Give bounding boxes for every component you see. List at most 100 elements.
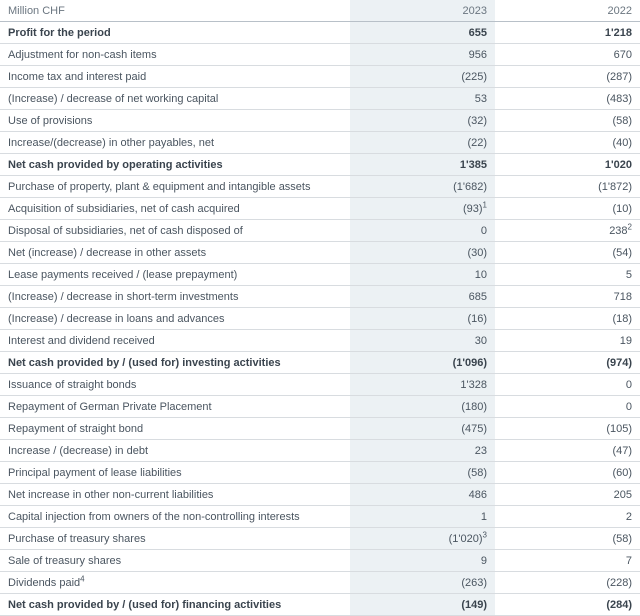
row-value-2022: 670	[495, 44, 640, 66]
row-label: Sale of treasury shares	[0, 550, 350, 572]
row-value-2023: (1'020)3	[350, 528, 495, 550]
row-label: Repayment of German Private Placement	[0, 396, 350, 418]
table-header-row: Million CHF20232022	[0, 0, 640, 22]
table-row: Sale of treasury shares97	[0, 550, 640, 572]
row-value-2022: 5	[495, 264, 640, 286]
row-value-2022: (1'872)	[495, 176, 640, 198]
row-value-2022: (58)	[495, 528, 640, 550]
row-value-2022: 7	[495, 550, 640, 572]
table-row: Increase/(decrease) in other payables, n…	[0, 132, 640, 154]
table-row: Repayment of German Private Placement(18…	[0, 396, 640, 418]
row-value-2022: 205	[495, 484, 640, 506]
table-row: Capital injection from owners of the non…	[0, 506, 640, 528]
table-row: Issuance of straight bonds1'3280	[0, 374, 640, 396]
header-unit: Million CHF	[0, 0, 350, 22]
row-label: Repayment of straight bond	[0, 418, 350, 440]
row-label: Increase/(decrease) in other payables, n…	[0, 132, 350, 154]
row-value-2023: (93)1	[350, 198, 495, 220]
table-row: Disposal of subsidiaries, net of cash di…	[0, 220, 640, 242]
row-value-2022: (54)	[495, 242, 640, 264]
row-value-2023: 1	[350, 506, 495, 528]
row-value-2023: 30	[350, 330, 495, 352]
table-row: (Increase) / decrease in short-term inve…	[0, 286, 640, 308]
table-row: Net cash provided by operating activitie…	[0, 154, 640, 176]
row-label: Purchase of property, plant & equipment …	[0, 176, 350, 198]
row-value-2023: 9	[350, 550, 495, 572]
row-value-2023: (149)	[350, 594, 495, 616]
row-value-2023: (263)	[350, 572, 495, 594]
row-label: Net cash provided by / (used for) invest…	[0, 352, 350, 374]
row-value-2023: (1'682)	[350, 176, 495, 198]
table-row: Profit for the period6551'218	[0, 22, 640, 44]
table-row: Use of provisions(32)(58)	[0, 110, 640, 132]
table-row: Repayment of straight bond(475)(105)	[0, 418, 640, 440]
table-row: Net increase in other non-current liabil…	[0, 484, 640, 506]
row-label: (Increase) / decrease in short-term inve…	[0, 286, 350, 308]
row-label: Use of provisions	[0, 110, 350, 132]
row-value-2023: 956	[350, 44, 495, 66]
row-value-2022: 0	[495, 374, 640, 396]
row-value-2022: (18)	[495, 308, 640, 330]
row-value-2022: (284)	[495, 594, 640, 616]
row-label: Purchase of treasury shares	[0, 528, 350, 550]
row-value-2022: (483)	[495, 88, 640, 110]
row-label: Profit for the period	[0, 22, 350, 44]
row-value-2022: 1'218	[495, 22, 640, 44]
row-value-2023: 53	[350, 88, 495, 110]
row-label: Increase / (decrease) in debt	[0, 440, 350, 462]
table-row: Net cash provided by / (used for) financ…	[0, 594, 640, 616]
table-row: Dividends paid4(263)(228)	[0, 572, 640, 594]
row-value-2022: 1'020	[495, 154, 640, 176]
row-value-2022: (974)	[495, 352, 640, 374]
row-value-2022: (47)	[495, 440, 640, 462]
row-label: Issuance of straight bonds	[0, 374, 350, 396]
row-value-2023: (180)	[350, 396, 495, 418]
row-value-2023: 685	[350, 286, 495, 308]
row-label: Net (increase) / decrease in other asset…	[0, 242, 350, 264]
table-row: Adjustment for non-cash items956670	[0, 44, 640, 66]
row-label: Net increase in other non-current liabil…	[0, 484, 350, 506]
row-value-2023: 1'385	[350, 154, 495, 176]
row-label: Net cash provided by / (used for) financ…	[0, 594, 350, 616]
row-label: (Increase) / decrease of net working cap…	[0, 88, 350, 110]
row-value-2023: (22)	[350, 132, 495, 154]
row-value-2022: 0	[495, 396, 640, 418]
row-value-2023: (30)	[350, 242, 495, 264]
table-row: Principal payment of lease liabilities(5…	[0, 462, 640, 484]
table-row: (Increase) / decrease in loans and advan…	[0, 308, 640, 330]
row-label: (Increase) / decrease in loans and advan…	[0, 308, 350, 330]
row-label: Income tax and interest paid	[0, 66, 350, 88]
row-label: Adjustment for non-cash items	[0, 44, 350, 66]
header-year-2022: 2022	[495, 0, 640, 22]
row-value-2022: (60)	[495, 462, 640, 484]
row-value-2023: (58)	[350, 462, 495, 484]
header-year-2023: 2023	[350, 0, 495, 22]
row-value-2023: (16)	[350, 308, 495, 330]
row-value-2022: (228)	[495, 572, 640, 594]
row-value-2022: 19	[495, 330, 640, 352]
table-row: Interest and dividend received3019	[0, 330, 640, 352]
row-value-2022: (40)	[495, 132, 640, 154]
row-value-2023: 1'328	[350, 374, 495, 396]
table-row: Purchase of property, plant & equipment …	[0, 176, 640, 198]
row-label: Lease payments received / (lease prepaym…	[0, 264, 350, 286]
row-value-2022: (105)	[495, 418, 640, 440]
row-label: Capital injection from owners of the non…	[0, 506, 350, 528]
row-label: Net cash provided by operating activitie…	[0, 154, 350, 176]
row-value-2023: 486	[350, 484, 495, 506]
row-value-2022: 2382	[495, 220, 640, 242]
row-label: Principal payment of lease liabilities	[0, 462, 350, 484]
row-value-2023: (475)	[350, 418, 495, 440]
table-row: Income tax and interest paid(225)(287)	[0, 66, 640, 88]
row-value-2023: 10	[350, 264, 495, 286]
table-row: Acquisition of subsidiaries, net of cash…	[0, 198, 640, 220]
row-value-2023: 655	[350, 22, 495, 44]
row-value-2023: (32)	[350, 110, 495, 132]
table-row: Increase / (decrease) in debt23(47)	[0, 440, 640, 462]
row-value-2023: (225)	[350, 66, 495, 88]
row-label: Dividends paid4	[0, 572, 350, 594]
row-value-2022: 718	[495, 286, 640, 308]
row-value-2022: 2	[495, 506, 640, 528]
row-value-2022: (10)	[495, 198, 640, 220]
cashflow-table: Million CHF20232022Profit for the period…	[0, 0, 640, 616]
